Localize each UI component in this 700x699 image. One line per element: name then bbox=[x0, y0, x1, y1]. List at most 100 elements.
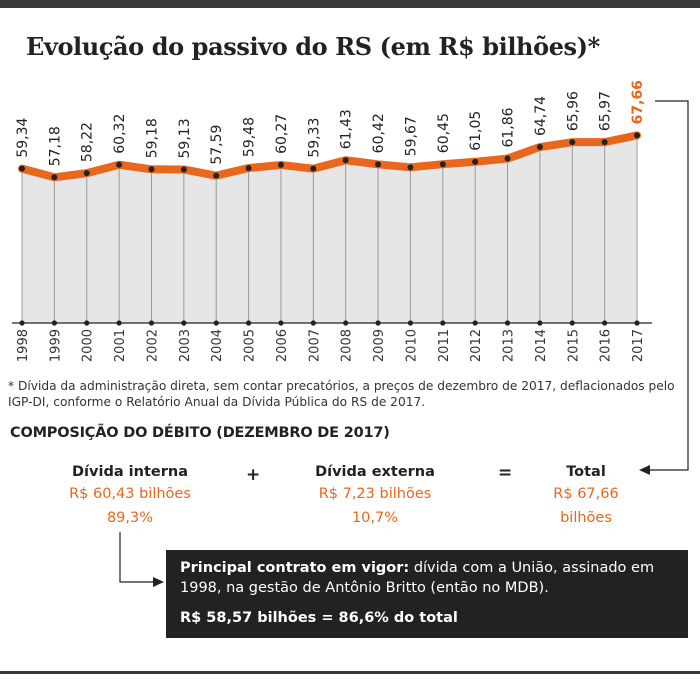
axis-tick-2008 bbox=[343, 320, 349, 326]
x-tick-label-2015: 2015 bbox=[566, 329, 581, 362]
value-label-1999: 57,18 bbox=[47, 126, 63, 166]
value-label-2003: 59,13 bbox=[177, 118, 193, 158]
data-point-2004 bbox=[213, 172, 220, 179]
contract-description: Principal contrato em vigor: dívida com … bbox=[180, 558, 674, 598]
x-tick-label-2012: 2012 bbox=[469, 329, 484, 362]
x-tick-label-2016: 2016 bbox=[599, 329, 614, 362]
data-point-2008 bbox=[342, 157, 349, 164]
axis-tick-2015 bbox=[569, 320, 575, 326]
x-tick-label-1999: 1999 bbox=[48, 329, 63, 362]
axis-tick-2010 bbox=[407, 320, 414, 326]
data-point-2015 bbox=[569, 139, 576, 146]
axis-tick-2001 bbox=[116, 320, 122, 326]
value-label-2009: 60,42 bbox=[371, 113, 387, 153]
data-point-2011 bbox=[439, 161, 446, 168]
data-point-2000 bbox=[83, 170, 90, 177]
axis-tick-2011 bbox=[440, 320, 446, 326]
main-contract-box: Principal contrato em vigor: dívida com … bbox=[166, 550, 688, 638]
external-debt-value: R$ 7,23 bilhões bbox=[318, 486, 432, 502]
axis-tick-1999 bbox=[51, 320, 57, 326]
data-point-2005 bbox=[245, 165, 252, 172]
internal-debt-label: Dívida interna bbox=[72, 464, 188, 480]
data-point-2010 bbox=[407, 164, 414, 171]
series-line bbox=[18, 131, 641, 182]
internal-debt-value: R$ 60,43 bilhões bbox=[69, 486, 191, 502]
value-label-2010: 59,67 bbox=[403, 116, 419, 156]
data-point-2002 bbox=[148, 166, 155, 173]
data-point-1999 bbox=[51, 174, 58, 181]
value-label-1998: 59,34 bbox=[15, 117, 31, 157]
data-point-2003 bbox=[180, 166, 187, 173]
connector-contract-arrow bbox=[153, 577, 164, 587]
x-tick-label-2002: 2002 bbox=[145, 329, 160, 362]
top-rule bbox=[0, 0, 700, 8]
value-label-2000: 58,22 bbox=[80, 122, 96, 162]
value-label-2013: 61,86 bbox=[501, 107, 517, 147]
x-tick-label-2014: 2014 bbox=[534, 329, 549, 362]
axis-tick-2009 bbox=[375, 320, 381, 326]
bottom-rule bbox=[0, 671, 700, 674]
x-tick-label-2009: 2009 bbox=[372, 329, 387, 362]
x-tick-label-2004: 2004 bbox=[210, 329, 225, 362]
contract-amount: R$ 58,57 bilhões = 86,6% do total bbox=[180, 610, 458, 626]
x-tick-label-2001: 2001 bbox=[113, 329, 128, 362]
data-point-1998 bbox=[19, 165, 25, 172]
axis-tick-2016 bbox=[602, 320, 608, 326]
total-debt-unit: bilhões bbox=[560, 510, 612, 526]
value-label-2004: 57,59 bbox=[209, 125, 225, 165]
contract-lead: Principal contrato em vigor: bbox=[180, 560, 410, 576]
data-point-2016 bbox=[601, 139, 608, 146]
x-tick-label-2007: 2007 bbox=[307, 329, 322, 362]
area-fill bbox=[22, 135, 637, 323]
plus-sign: + bbox=[246, 465, 261, 485]
x-tick-label-1998: 1998 bbox=[16, 329, 31, 362]
x-tick-label-2000: 2000 bbox=[81, 329, 96, 362]
value-label-2007: 59,33 bbox=[306, 118, 322, 158]
value-label-2011: 60,45 bbox=[436, 113, 452, 153]
internal-debt-block: Dívida interna R$ 60,43 bilhões 89,3% bbox=[60, 464, 200, 530]
axis-tick-2000 bbox=[84, 320, 90, 326]
axis-tick-2013 bbox=[504, 320, 511, 326]
value-label-2015: 65,96 bbox=[565, 91, 581, 131]
connector-total-arrow bbox=[639, 465, 650, 475]
external-debt-label: Dívida externa bbox=[315, 464, 435, 480]
x-tick-label-2008: 2008 bbox=[340, 329, 355, 362]
external-debt-block: Dívida externa R$ 7,23 bilhões 10,7% bbox=[305, 464, 445, 530]
footnote: * Dívida da administração direta, sem co… bbox=[8, 379, 675, 409]
total-debt-label: Total bbox=[566, 464, 606, 480]
value-label-2002: 59,18 bbox=[144, 118, 160, 158]
connector-contract-line bbox=[119, 532, 155, 583]
axis-tick-2007 bbox=[310, 320, 316, 326]
value-label-2014: 64,74 bbox=[533, 96, 549, 136]
axis-tick-2012 bbox=[472, 320, 478, 326]
total-debt-block: Total R$ 67,66 bilhões bbox=[540, 464, 632, 530]
data-point-2012 bbox=[472, 158, 479, 165]
data-point-2017 bbox=[634, 132, 640, 139]
value-label-2016: 65,97 bbox=[598, 91, 614, 131]
contract-text: dívida com a União, assinado em 1998, na… bbox=[180, 560, 655, 596]
x-tick-label-2006: 2006 bbox=[275, 329, 290, 362]
connector-total-line bbox=[648, 100, 689, 471]
value-label-2017: 67,66 bbox=[630, 80, 646, 124]
data-point-2013 bbox=[504, 155, 511, 162]
data-point-2009 bbox=[375, 161, 382, 168]
total-debt-value: R$ 67,66 bbox=[553, 486, 619, 502]
composition-title: COMPOSIÇÃO DO DÉBITO (DEZEMBRO DE 2017) bbox=[10, 425, 390, 441]
value-label-2008: 61,43 bbox=[339, 109, 355, 149]
value-label-2012: 61,05 bbox=[468, 111, 484, 151]
chart-title: Evolução do passivo do RS (em R$ bilhões… bbox=[26, 32, 600, 61]
internal-debt-share: 89,3% bbox=[106, 510, 154, 526]
data-point-2006 bbox=[277, 161, 284, 168]
axis-tick-2004 bbox=[213, 320, 219, 326]
value-label-2001: 60,32 bbox=[112, 114, 128, 154]
axis-tick-2003 bbox=[181, 320, 187, 326]
x-tick-label-2017: 2017 bbox=[631, 329, 646, 362]
axis-tick-2017 bbox=[634, 320, 640, 326]
value-label-2006: 60,27 bbox=[274, 114, 290, 154]
x-tick-label-2011: 2011 bbox=[437, 329, 452, 362]
x-tick-label-2010: 2010 bbox=[404, 329, 419, 362]
axis-tick-2005 bbox=[245, 320, 252, 326]
data-point-2007 bbox=[310, 165, 317, 172]
data-point-2014 bbox=[536, 144, 543, 151]
